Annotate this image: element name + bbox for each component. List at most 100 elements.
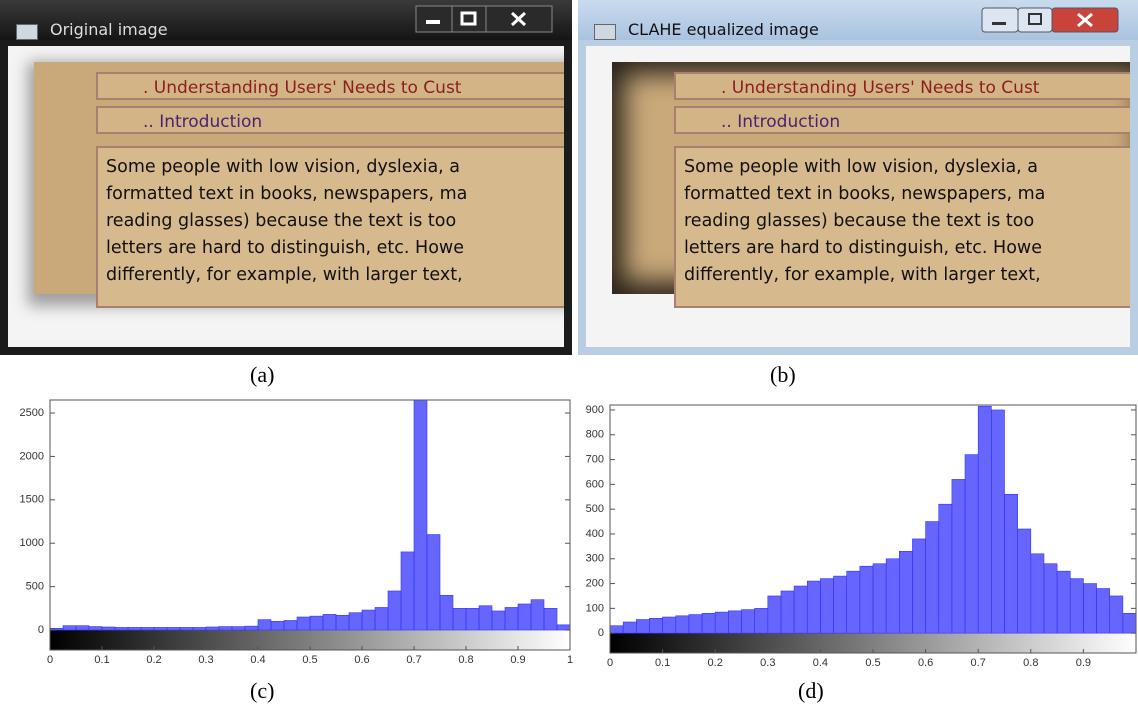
bar: [453, 608, 466, 630]
bar: [167, 627, 180, 630]
bar: [1110, 596, 1123, 633]
bar: [1005, 494, 1018, 633]
bar: [76, 626, 89, 630]
bar: [649, 618, 662, 633]
bar: [952, 479, 965, 633]
bar: [886, 559, 899, 633]
bar: [128, 627, 141, 630]
charts: 0500100015002000250000.10.20.30.40.50.60…: [0, 0, 1138, 707]
x-tick-label: 0: [607, 657, 613, 669]
bar: [623, 622, 636, 633]
y-tick-label: 700: [586, 453, 604, 465]
bar: [939, 504, 952, 633]
x-tick-label: 0.7: [971, 657, 986, 669]
bar: [518, 604, 531, 630]
x-tick-label: 0.9: [1076, 657, 1091, 669]
bar: [1083, 584, 1096, 634]
bar: [427, 535, 440, 630]
bar: [610, 626, 623, 633]
bar: [755, 608, 768, 633]
bar: [232, 627, 245, 630]
y-tick-label: 1000: [20, 537, 44, 549]
bar: [834, 576, 847, 633]
bar: [860, 566, 873, 633]
bar: [1123, 613, 1136, 633]
y-tick-label: 500: [26, 581, 44, 593]
y-tick-label: 900: [586, 404, 604, 416]
x-tick-label: 0.1: [655, 657, 670, 669]
bar: [912, 539, 925, 633]
bar: [728, 611, 741, 633]
bar: [663, 617, 676, 633]
bar: [141, 627, 154, 630]
bar: [1018, 529, 1031, 633]
bar: [440, 595, 453, 630]
bar: [115, 627, 128, 630]
x-tick-label: 0.9: [510, 654, 525, 666]
bar: [362, 610, 375, 630]
bar: [349, 613, 362, 630]
bar: [284, 620, 297, 630]
bar: [873, 564, 886, 633]
y-tick-label: 200: [586, 577, 604, 589]
bar: [154, 627, 167, 630]
bar: [206, 627, 219, 630]
y-tick-label: 0: [598, 627, 604, 639]
bar: [219, 627, 232, 630]
x-tick-label: 0.7: [406, 654, 421, 666]
y-tick-label: 400: [586, 528, 604, 540]
y-tick-label: 800: [586, 429, 604, 441]
bar: [310, 616, 323, 630]
bar: [336, 615, 349, 630]
y-tick-label: 600: [586, 478, 604, 490]
bar: [271, 621, 284, 630]
bar: [414, 400, 427, 630]
y-tick-label: 2500: [20, 407, 44, 419]
y-tick-label: 2000: [20, 450, 44, 462]
bar: [492, 611, 505, 630]
y-tick-label: 0: [38, 624, 44, 636]
x-tick-label: 0.3: [760, 657, 775, 669]
bar: [926, 522, 939, 634]
x-tick-label: 1: [567, 654, 573, 666]
bar: [557, 625, 570, 630]
bar: [479, 606, 492, 630]
y-tick-label: 300: [586, 553, 604, 565]
bar: [466, 608, 479, 630]
y-tick-label: 1500: [20, 494, 44, 506]
bar: [1070, 579, 1083, 634]
x-tick-label: 0.4: [813, 657, 828, 669]
bar: [89, 627, 102, 630]
bar: [505, 607, 518, 630]
bar: [965, 455, 978, 634]
x-tick-label: 0.3: [198, 654, 213, 666]
bar: [401, 552, 414, 630]
x-tick-label: 0.2: [708, 657, 723, 669]
x-tick-label: 0.8: [1023, 657, 1038, 669]
bar: [1097, 589, 1110, 634]
bar: [1031, 554, 1044, 633]
x-tick-label: 0.5: [302, 654, 317, 666]
x-tick-label: 0: [47, 654, 53, 666]
x-tick-label: 0.6: [354, 654, 369, 666]
bar: [375, 607, 388, 630]
bar: [323, 614, 336, 630]
bar: [742, 610, 755, 634]
bar: [807, 581, 820, 633]
x-tick-label: 0.1: [94, 654, 109, 666]
bar: [1057, 571, 1070, 633]
y-tick-label: 100: [586, 602, 604, 614]
bar: [193, 627, 206, 630]
bar: [544, 608, 557, 630]
y-tick-label: 500: [586, 503, 604, 515]
bar: [715, 612, 728, 633]
bar: [297, 617, 310, 630]
bar: [1044, 564, 1057, 633]
bar: [676, 616, 689, 633]
bar: [102, 627, 115, 630]
bar: [978, 406, 991, 633]
bar: [689, 615, 702, 634]
x-tick-label: 0.6: [918, 657, 933, 669]
page: {"windows": [ {"title": "Original image"…: [0, 0, 1138, 707]
bar: [180, 627, 193, 630]
